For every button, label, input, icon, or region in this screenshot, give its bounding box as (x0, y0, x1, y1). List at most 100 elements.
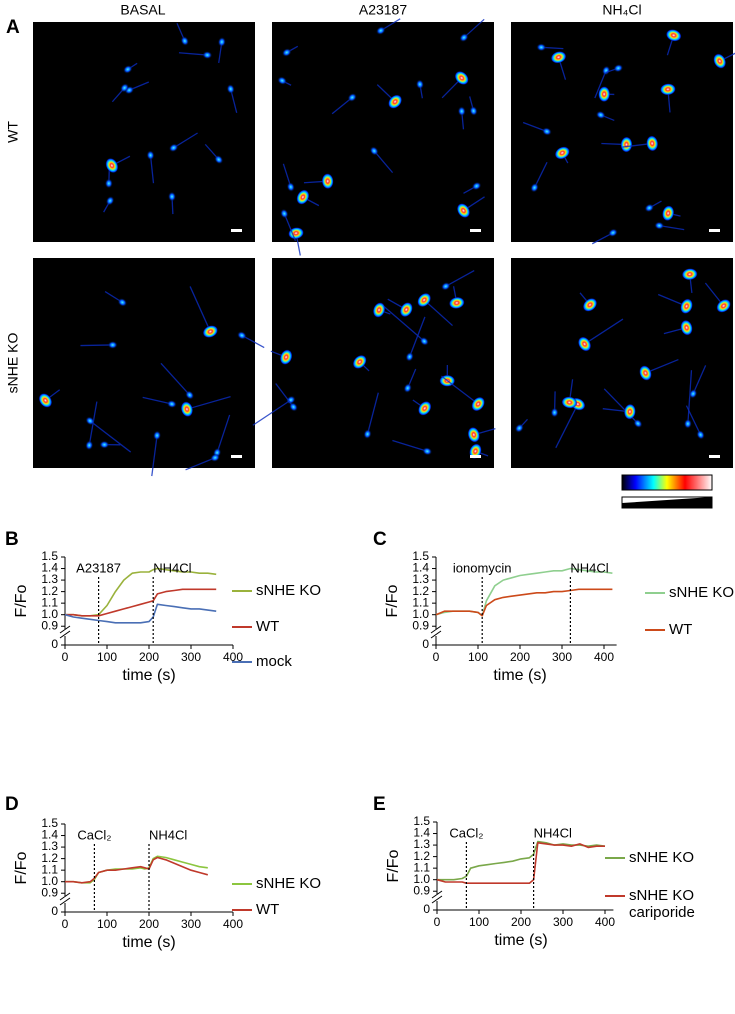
cell (388, 94, 403, 109)
flagellum (445, 269, 475, 287)
cell (376, 26, 386, 35)
cell (105, 157, 119, 174)
color-bar (621, 474, 713, 491)
cell (417, 400, 432, 416)
cell (716, 299, 731, 313)
flagellum (409, 316, 426, 358)
cell (120, 83, 130, 93)
x-tick-label: 300 (181, 650, 201, 664)
cell (237, 331, 247, 340)
cell (459, 33, 469, 43)
column-header: A23187 (359, 2, 407, 18)
cell (417, 292, 432, 308)
y-tick-label: 0.9 (413, 883, 430, 897)
cell (471, 181, 482, 191)
x-tick-label: 300 (553, 915, 573, 929)
cell (168, 143, 179, 153)
flagellum (584, 318, 624, 345)
cell (448, 296, 465, 309)
y-tick-label: 1.1 (41, 862, 58, 876)
y-tick-label: 1.0 (412, 607, 429, 621)
y-tick-label: 0 (51, 904, 58, 918)
y-tick-label: 1.5 (41, 549, 58, 563)
x-tick-label: 100 (469, 915, 489, 929)
cell (454, 70, 469, 86)
flagellum (392, 439, 428, 452)
x-tick-label: 0 (62, 917, 69, 931)
cell (683, 418, 692, 429)
cell (608, 228, 618, 238)
cell (680, 319, 693, 336)
legend-label: WT (256, 901, 280, 918)
panel-letter: D (5, 794, 19, 815)
trace (437, 840, 606, 881)
flagellum (441, 375, 479, 405)
cell (296, 189, 310, 205)
x-tick-label: 100 (97, 650, 117, 664)
legend-label: WT (256, 618, 280, 635)
trace (65, 855, 208, 884)
cell (107, 340, 118, 349)
cell (146, 150, 155, 161)
y-tick-label: 1.4 (413, 826, 430, 840)
cell (550, 51, 567, 64)
y-tick-label: 1.4 (41, 561, 58, 575)
legend-label: sNHE KO cariporide (629, 887, 695, 921)
flagellum (423, 299, 453, 327)
panel-letter: B (5, 529, 19, 550)
cell (665, 29, 682, 42)
cell (467, 426, 480, 443)
y-axis-label: F/Fo (384, 584, 401, 617)
cell (281, 48, 292, 57)
x-tick-label: 200 (510, 650, 530, 664)
flagellum (185, 457, 216, 471)
legend-label: mock (256, 653, 292, 670)
cell (577, 336, 592, 352)
y-tick-label: 1.4 (412, 561, 429, 575)
cell (202, 51, 213, 60)
x-axis-label: time (s) (122, 667, 175, 684)
event-label: ionomycin (453, 560, 512, 575)
axis-break (430, 625, 442, 639)
x-axis-label: time (s) (494, 932, 547, 949)
cell (422, 447, 433, 456)
cell (530, 182, 539, 193)
event-label: CaCl₂ (77, 827, 111, 842)
cell (623, 403, 636, 420)
column-header: BASAL (120, 2, 165, 18)
flagellum (252, 399, 292, 426)
flagellum (555, 403, 579, 449)
panel-letter: C (373, 529, 387, 550)
event-label: NH4Cl (149, 827, 187, 842)
y-tick-label: 1.3 (412, 572, 429, 586)
cell (217, 36, 226, 47)
cell (550, 407, 559, 418)
y-tick-label: 1.2 (41, 584, 58, 598)
cell (286, 182, 295, 192)
cell (277, 76, 287, 85)
y-tick-label: 1.0 (41, 874, 58, 888)
axis-break (59, 625, 71, 639)
legend-label-box: mock (256, 653, 292, 670)
legend-label-box: sNHE KO (669, 584, 734, 601)
cell (654, 221, 665, 230)
x-tick-label: 100 (97, 917, 117, 931)
legend-label: sNHE KO (629, 849, 695, 866)
cell (405, 351, 414, 362)
cell (321, 173, 334, 190)
cell (85, 416, 95, 426)
y-tick-label: 1.0 (413, 872, 430, 886)
y-tick-label: 1.2 (413, 849, 430, 863)
cell (542, 127, 552, 136)
flagellum (216, 414, 231, 453)
cell (279, 349, 293, 365)
cell (681, 268, 698, 281)
event-label: NH4Cl (534, 825, 572, 840)
y-tick-label: 1.0 (41, 607, 58, 621)
x-tick-label: 0 (434, 915, 441, 929)
cell (399, 302, 413, 318)
scale-bar (470, 229, 481, 232)
y-tick-label: 0 (51, 637, 58, 651)
column-header: NH₄Cl (602, 2, 641, 18)
cell (372, 302, 386, 318)
